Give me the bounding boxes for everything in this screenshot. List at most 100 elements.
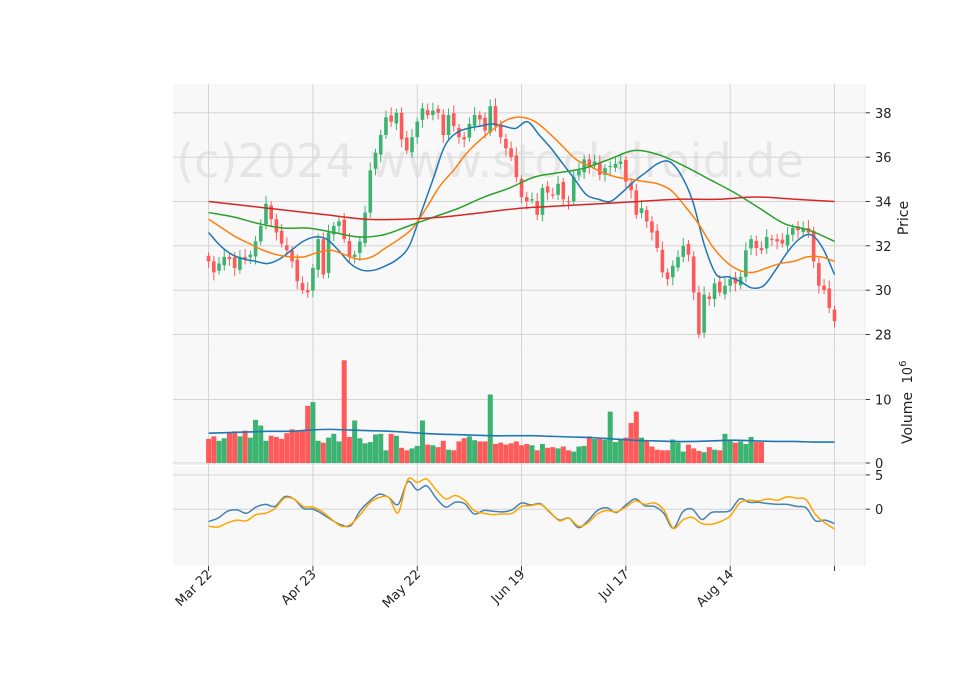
volume-bar — [670, 439, 676, 463]
candle-body — [431, 110, 435, 116]
indicator-y-tick-label: 5 — [875, 469, 883, 484]
price-ma-line — [208, 149, 835, 243]
volume-bar — [477, 441, 483, 463]
candle-body — [691, 256, 696, 293]
volume-bar — [393, 435, 399, 463]
candle-body — [451, 113, 456, 127]
candle-body — [660, 249, 665, 273]
candle-body — [728, 279, 732, 286]
indicator-line — [208, 480, 835, 530]
volume-bar — [289, 429, 295, 463]
candle-body — [676, 256, 680, 268]
volume-bar — [597, 438, 603, 463]
volume-bar — [639, 437, 645, 463]
candle-body — [488, 106, 493, 133]
candle-body — [681, 245, 686, 257]
volume-bar — [461, 438, 467, 463]
candle-body — [253, 241, 258, 257]
volume-bar — [346, 436, 352, 463]
volume-bar — [258, 425, 264, 463]
volume-y-tick-label: 0 — [875, 457, 883, 472]
candle-body — [634, 190, 639, 215]
price-y-tick-label: 38 — [875, 107, 892, 122]
indicator-y-tick-label: 0 — [875, 503, 883, 518]
candle-body — [232, 257, 237, 268]
candle-body — [410, 137, 414, 153]
volume-bar — [753, 442, 759, 463]
candle-body — [352, 254, 357, 257]
candle-body — [446, 115, 451, 135]
candle-body — [749, 239, 753, 249]
candle-body — [222, 256, 227, 266]
volume-bar — [519, 445, 525, 463]
price-y-tick-label: 34 — [875, 195, 892, 210]
candle-body — [540, 188, 545, 215]
candle-body — [384, 117, 388, 135]
volume-bar — [299, 430, 305, 463]
candle-body — [780, 239, 785, 244]
candle-body — [295, 259, 300, 282]
volume-bar — [446, 449, 452, 463]
candle-body — [686, 244, 691, 255]
volume-bar — [675, 442, 681, 463]
candle-body — [462, 137, 466, 140]
candle-body — [764, 236, 769, 249]
volume-bar — [586, 436, 592, 463]
volume-bar — [576, 446, 582, 463]
volume-bar — [696, 450, 702, 463]
volume-bar — [315, 440, 321, 463]
volume-bar — [362, 443, 368, 463]
candle-body — [483, 117, 487, 131]
candle-body — [504, 138, 508, 149]
candle-body — [592, 161, 597, 165]
volume-bar — [357, 438, 363, 463]
volume-bar — [320, 442, 326, 463]
candle-body — [775, 239, 779, 242]
candle-body — [389, 115, 393, 122]
candle-body — [405, 137, 409, 151]
candle-body — [206, 255, 211, 262]
volume-bar — [414, 445, 420, 463]
candle-body — [279, 230, 284, 244]
volume-bar — [492, 443, 498, 463]
volume-bar — [592, 438, 598, 463]
volume-bar — [399, 447, 405, 463]
candle-body — [368, 170, 373, 213]
candle-body — [551, 194, 555, 196]
candle-body — [300, 283, 305, 291]
volume-bar — [602, 439, 608, 463]
price-ma-line — [208, 196, 835, 221]
volume-bar — [305, 405, 311, 463]
volume-bar — [524, 443, 530, 463]
volume-bar — [409, 448, 415, 463]
volume-bar — [665, 450, 671, 463]
candle-body — [498, 124, 503, 138]
candle-body — [556, 183, 560, 195]
candle-body — [436, 108, 440, 113]
indicator-panel-bg — [173, 466, 865, 566]
volume-bar — [607, 411, 613, 463]
candle-body — [509, 148, 513, 158]
volume-bar — [404, 450, 410, 463]
price-y-tick-label: 28 — [875, 328, 892, 343]
candle-body — [415, 121, 420, 138]
watermark: (c)2024 www.stockdroid.de — [176, 134, 804, 188]
volume-bar — [539, 443, 545, 463]
volume-ma-line — [208, 428, 835, 443]
volume-bar — [571, 451, 577, 463]
candle-body — [457, 127, 461, 138]
volume-bar — [247, 437, 253, 463]
volume-bar — [221, 438, 227, 463]
candle-body — [733, 277, 738, 284]
candle-body — [603, 168, 607, 175]
volume-bar — [529, 445, 535, 463]
candle-body — [363, 212, 367, 244]
candle-body — [561, 181, 566, 200]
candle-body — [331, 225, 336, 235]
price-ma-line — [208, 116, 835, 274]
volume-bar — [273, 436, 279, 463]
volume-bar — [654, 449, 660, 463]
candle-body — [770, 238, 774, 240]
candle-body — [274, 219, 279, 233]
volume-bar — [487, 394, 493, 463]
